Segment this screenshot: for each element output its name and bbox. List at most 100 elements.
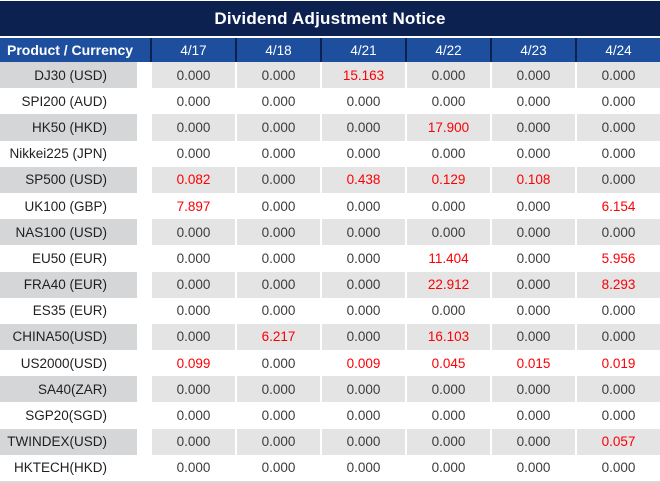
adjustment-value-cell: 0.000 <box>405 219 490 246</box>
table-row: Nikkei225 (JPN) 0.000 0.000 0.000 0.000 0.000… <box>0 140 660 167</box>
adjustment-value-cell: 0.019 <box>575 350 660 377</box>
column-header-date: 4/17 <box>150 38 235 62</box>
adjustment-value-cell: 0.000 <box>405 428 490 455</box>
adjustment-value-cell: 0.000 <box>490 192 575 220</box>
adjustment-value-cell: 0.099 <box>150 350 235 377</box>
adjustment-value-cell: 0.000 <box>575 219 660 246</box>
adjustment-value-cell: 0.000 <box>490 376 575 403</box>
adjustment-value-cell: 0.000 <box>150 114 235 141</box>
adjustment-value-cell: 0.000 <box>235 428 320 455</box>
adjustment-value-cell: 0.000 <box>320 245 405 272</box>
table-row: UK100 (GBP) 7.897 0.000 0.000 0.000 0.000 6.15… <box>0 192 660 220</box>
adjustment-value-cell: 0.000 <box>320 271 405 298</box>
product-label: UK100 (GBP) <box>0 192 150 220</box>
column-header-date: 4/23 <box>490 38 575 62</box>
adjustment-value-cell: 0.000 <box>575 62 660 89</box>
page-title: Dividend Adjustment Notice <box>214 8 446 28</box>
adjustment-value-cell: 0.108 <box>490 166 575 193</box>
column-header-date: 4/24 <box>575 38 660 62</box>
adjustment-value-cell: 0.129 <box>405 166 490 193</box>
adjustment-value-cell: 0.000 <box>575 297 660 324</box>
column-header-date: 4/21 <box>320 38 405 62</box>
product-label: HK50 (HKD) <box>0 114 150 141</box>
adjustment-value-cell: 0.000 <box>150 245 235 272</box>
adjustment-value-cell: 0.000 <box>235 114 320 141</box>
table-row: US2000(USD) 0.099 0.000 0.009 0.045 0.015 0.01… <box>0 350 660 377</box>
adjustment-value-cell: 0.000 <box>235 376 320 403</box>
adjustment-value-cell: 0.000 <box>575 166 660 193</box>
adjustment-value-cell: 0.000 <box>320 114 405 141</box>
adjustment-value-cell: 15.163 <box>320 62 405 89</box>
adjustment-value-cell: 0.045 <box>405 350 490 377</box>
adjustment-value-cell: 11.404 <box>405 245 490 272</box>
adjustment-value-cell: 0.000 <box>150 428 235 455</box>
table-row: HKTECH(HKD) 0.000 0.000 0.000 0.000 0.000 0.00… <box>0 454 660 481</box>
product-label: SP500 (USD) <box>0 166 150 193</box>
table-row: FRA40 (EUR) 0.000 0.000 0.000 22.912 0.000 8.2… <box>0 271 660 298</box>
adjustment-value-cell: 0.000 <box>320 219 405 246</box>
adjustment-value-cell: 22.912 <box>405 271 490 298</box>
adjustment-value-cell: 0.000 <box>490 245 575 272</box>
adjustment-value-cell: 0.438 <box>320 166 405 193</box>
adjustment-value-cell: 0.000 <box>575 376 660 403</box>
adjustment-value-cell: 0.000 <box>235 245 320 272</box>
adjustment-value-cell: 0.000 <box>405 376 490 403</box>
column-header-product-currency: Product / Currency <box>7 42 134 58</box>
adjustment-value-cell: 0.000 <box>490 454 575 481</box>
adjustment-value-cell: 0.000 <box>575 114 660 141</box>
adjustment-value-cell: 0.000 <box>320 428 405 455</box>
product-label: HKTECH(HKD) <box>0 454 150 481</box>
adjustment-value-cell: 0.000 <box>490 62 575 89</box>
product-label: CHINA50(USD) <box>0 323 150 351</box>
adjustment-value-cell: 0.000 <box>150 376 235 403</box>
adjustment-value-cell: 0.000 <box>150 88 235 115</box>
adjustment-value-cell: 0.000 <box>405 454 490 481</box>
adjustment-value-cell: 0.000 <box>320 192 405 220</box>
adjustment-value-cell: 0.082 <box>150 166 235 193</box>
table-row: SP500 (USD) 0.082 0.000 0.438 0.129 0.108 0.00… <box>0 166 660 193</box>
product-label: TWINDEX(USD) <box>0 428 150 455</box>
adjustment-value-cell: 0.000 <box>150 454 235 481</box>
adjustment-value-cell: 0.000 <box>405 297 490 324</box>
table-row: SGP20(SGD) 0.000 0.000 0.000 0.000 0.000 0.000 <box>0 402 660 429</box>
adjustment-value-cell: 0.009 <box>320 350 405 377</box>
adjustment-value-cell: 0.000 <box>490 402 575 429</box>
table-row: TWINDEX(USD) 0.000 0.000 0.000 0.000 0.000 0.0… <box>0 428 660 455</box>
adjustment-value-cell: 0.000 <box>235 454 320 481</box>
product-label: ES35 (EUR) <box>0 297 150 324</box>
product-label: EU50 (EUR) <box>0 245 150 272</box>
adjustment-value-cell: 17.900 <box>405 114 490 141</box>
adjustment-value-cell: 0.000 <box>235 271 320 298</box>
adjustment-value-cell: 0.000 <box>490 428 575 455</box>
adjustment-value-cell: 0.000 <box>235 402 320 429</box>
adjustment-value-cell: 0.000 <box>150 219 235 246</box>
adjustment-value-cell: 0.000 <box>575 454 660 481</box>
table-row: SA40(ZAR) 0.000 0.000 0.000 0.000 0.000 0.000 <box>0 376 660 403</box>
adjustment-value-cell: 0.000 <box>320 376 405 403</box>
adjustment-value-cell: 6.217 <box>235 323 320 351</box>
adjustment-value-cell: 0.000 <box>405 192 490 220</box>
adjustment-value-cell: 0.000 <box>320 140 405 167</box>
table-row: ES35 (EUR) 0.000 0.000 0.000 0.000 0.000 0.000 <box>0 297 660 324</box>
table-row: HK50 (HKD) 0.000 0.000 0.000 17.900 0.000 0.00… <box>0 114 660 141</box>
adjustment-value-cell: 0.000 <box>235 350 320 377</box>
product-label: SPI200 (AUD) <box>0 88 150 115</box>
adjustment-value-cell: 5.956 <box>575 245 660 272</box>
adjustment-value-cell: 0.000 <box>235 140 320 167</box>
table-row: CHINA50(USD) 0.000 6.217 0.000 16.103 0.000 0.… <box>0 323 660 351</box>
column-header-date: 4/18 <box>235 38 320 62</box>
adjustment-value-cell: 0.000 <box>490 297 575 324</box>
table-row: NAS100 (USD) 0.000 0.000 0.000 0.000 0.000 0.0… <box>0 219 660 246</box>
adjustment-value-cell: 0.000 <box>575 402 660 429</box>
adjustment-value-cell: 0.000 <box>490 219 575 246</box>
column-header-date: 4/22 <box>405 38 490 62</box>
product-label: DJ30 (USD) <box>0 62 150 89</box>
adjustment-value-cell: 0.000 <box>405 402 490 429</box>
adjustment-value-cell: 0.000 <box>150 402 235 429</box>
product-label: FRA40 (EUR) <box>0 271 150 298</box>
adjustment-value-cell: 0.000 <box>405 140 490 167</box>
adjustment-value-cell: 0.000 <box>575 140 660 167</box>
adjustment-value-cell: 0.000 <box>235 297 320 324</box>
product-label: SGP20(SGD) <box>0 402 150 429</box>
